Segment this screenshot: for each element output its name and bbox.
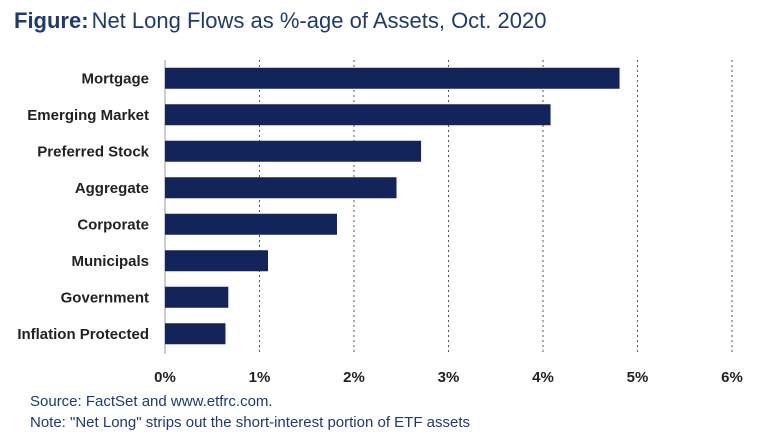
category-label: Preferred Stock (37, 143, 149, 160)
category-label: Mortgage (82, 70, 150, 87)
title-text: Net Long Flows as %-age of Assets, Oct. … (91, 8, 547, 33)
bar-mortgage (165, 67, 620, 89)
x-tick-label: 4% (532, 369, 554, 386)
x-tick-label: 2% (343, 369, 365, 386)
bar-municipals (165, 250, 269, 272)
bar-preferred-stock (165, 140, 422, 162)
title-lead: Figure: (14, 8, 89, 33)
bars (165, 67, 620, 345)
chart-title: Figure: Net Long Flows as %-age of Assets… (14, 8, 546, 34)
gridlines (164, 60, 733, 354)
category-labels: Mortgage Emerging Market Preferred Stock Ag… (17, 70, 149, 343)
x-tick-label: 3% (438, 369, 460, 386)
bar-aggregate (165, 177, 397, 199)
x-tick-label: 5% (627, 369, 649, 386)
footnote: Note: "Net Long" strips out the short-in… (30, 414, 471, 431)
bar-government (165, 286, 229, 308)
x-tick-label: 6% (721, 369, 743, 386)
x-tick-label: 1% (249, 369, 271, 386)
source-note: Source: FactSet and www.etfrc.com. (30, 393, 273, 410)
category-label: Municipals (71, 253, 149, 270)
bar-inflation-protected (165, 323, 226, 345)
x-tick-labels: 0% 1% 2% 3% 4% 5% 6% (154, 369, 743, 386)
category-label: Inflation Protected (17, 326, 149, 343)
x-tick-label: 0% (154, 369, 176, 386)
category-label: Government (61, 289, 149, 306)
category-label: Emerging Market (27, 107, 149, 124)
category-label: Aggregate (75, 180, 149, 197)
bar-corporate (165, 213, 337, 235)
bar-emerging-market (165, 104, 551, 126)
category-label: Corporate (77, 216, 149, 233)
